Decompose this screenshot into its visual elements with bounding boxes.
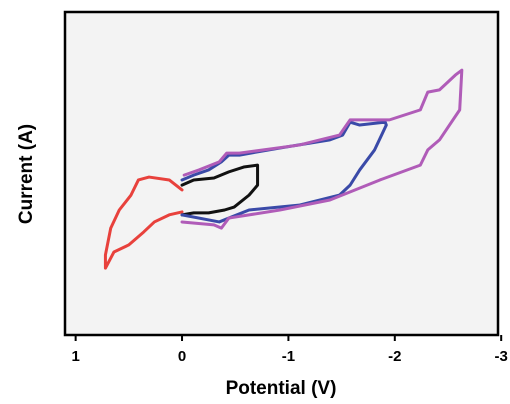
x-tick-label: 0: [178, 348, 186, 365]
cv-curve: [103, 175, 184, 270]
x-tick-label: -1: [282, 348, 295, 365]
cv-curve: [180, 163, 260, 217]
cv-curve: [180, 68, 464, 230]
x-tick-label: -3: [495, 348, 508, 365]
x-tick-label: 1: [71, 348, 79, 365]
x-axis-label: Potential (V): [226, 378, 337, 399]
y-axis-label: Current (A): [16, 124, 37, 224]
x-tick-label: -2: [388, 348, 401, 365]
cv-curve: [180, 120, 388, 224]
plot-area: [63, 10, 500, 337]
